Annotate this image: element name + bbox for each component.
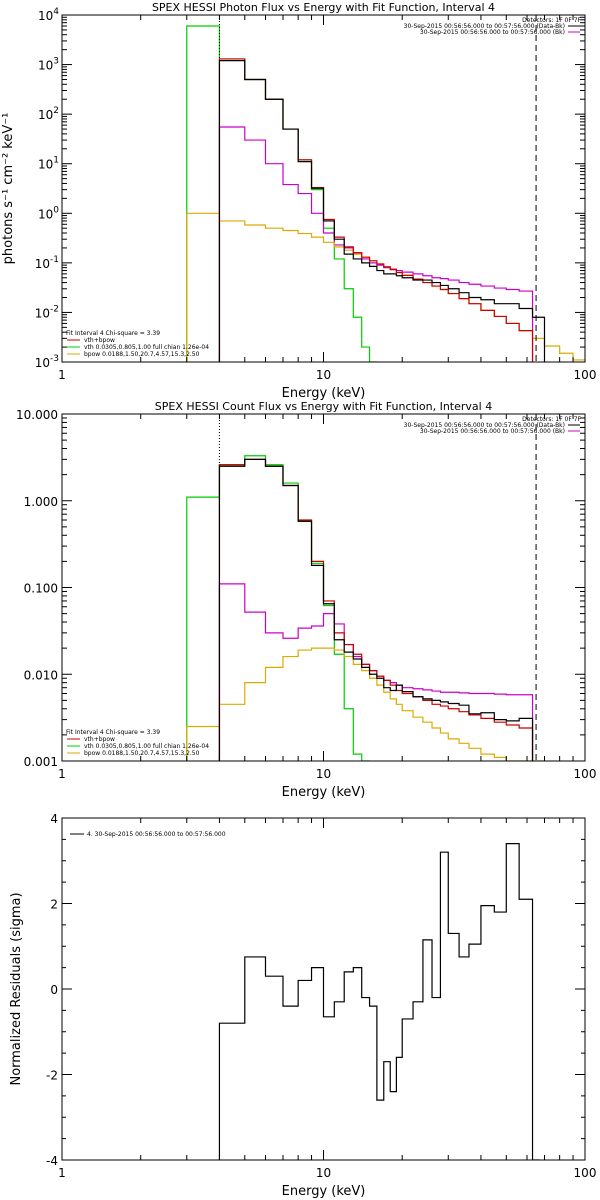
y-tick-base: 10: [38, 9, 53, 23]
series-line-3: [186, 212, 585, 362]
legend-entry: vth+bpow: [84, 736, 115, 743]
series-group: [186, 455, 545, 761]
y-tick-label: 10.000: [16, 408, 58, 422]
series-group: [186, 25, 585, 362]
legend-entry: Detectors: 1F 0F 7F: [522, 416, 581, 423]
series-line-1: [186, 25, 377, 362]
y-tick-exponent: -2: [50, 304, 59, 314]
y-tick-label: 103: [38, 57, 59, 73]
y-tick-base: 10: [35, 306, 50, 320]
series-line-2: [218, 583, 534, 761]
chart-title: SPEX HESSI Count Flux vs Energy with Fit…: [155, 400, 492, 413]
y-tick-base: 10: [38, 59, 53, 73]
x-tick-label: 100: [574, 368, 597, 382]
legend-entry: bpow 0.0188,1.50,20.7,4.57,15.3,2.50: [84, 351, 200, 358]
legend-entry: vth 0.0305,0.805,1.00 full chian 1.26e-0…: [84, 743, 209, 750]
y-tick-label: 101: [38, 156, 59, 172]
y-tick-label: 0.001: [24, 755, 58, 769]
x-tick-label: 10: [316, 767, 331, 781]
series-line-5: [218, 458, 534, 761]
y-tick-base: 10: [38, 158, 53, 172]
y-tick-label: 0: [50, 983, 58, 997]
legend-entry: vth+bpow: [84, 337, 115, 344]
y-tick-exponent: -1: [50, 255, 59, 265]
x-tick-label: 10: [316, 368, 331, 382]
x-tick-label: 100: [574, 767, 597, 781]
y-tick-exponent: 2: [53, 106, 59, 116]
legend-entry: 4. 30-Sep-2015 00:56:56.000 to 00:57:56.…: [87, 831, 226, 838]
x-axis-label: Energy (keV): [282, 386, 366, 401]
legend-entry: Fit Interval 4 Chi-square = 3.39: [66, 330, 160, 337]
legend-entry: 30-Sep-2015 00:56:56.000 to 00:57:56.000…: [404, 422, 565, 429]
x-axis-label: Energy (keV): [282, 785, 366, 800]
chart-title: SPEX HESSI Photon Flux vs Energy with Fi…: [152, 1, 495, 14]
x-tick-label: 1: [58, 1166, 66, 1180]
y-tick-exponent: 1: [53, 156, 59, 166]
y-tick-label: 10-1: [35, 255, 59, 271]
y-tick-label: 100: [38, 205, 59, 221]
legend-entry: Detectors: 1F 0F 7F: [522, 17, 581, 24]
y-tick-label: 10-2: [35, 304, 59, 320]
y-tick-base: 10: [35, 356, 50, 370]
y-tick-label: -4: [46, 1154, 58, 1168]
y-tick-base: 10: [38, 207, 53, 221]
y-tick-label: 104: [38, 7, 59, 23]
x-tick-label: 10: [316, 1166, 331, 1180]
series-line-3: [186, 647, 545, 761]
series-line-2: [218, 126, 534, 362]
chart-panel-3: 1 10 100 Energy (keV) -4 -2 0 2 4 Normalized Resi…: [9, 812, 596, 1199]
chart-panel-2: SPEX HESSI Count Flux vs Energy with Fit…: [16, 400, 596, 800]
series-line-4: [218, 58, 534, 362]
x-tick-label: 100: [574, 1166, 597, 1180]
series-line-4: [218, 458, 534, 761]
y-tick-label: 10-3: [35, 354, 59, 370]
legend-entry: 30-Sep-2015 00:56:56.000 to 00:57:56.000…: [420, 428, 565, 435]
legend-entry: bpow 0.0188,1.50,20.7,4.57,15.3,2.50: [84, 750, 200, 757]
y-tick-exponent: -3: [50, 354, 59, 364]
y-tick-base: 10: [35, 257, 50, 271]
series-line-1: [186, 455, 370, 761]
y-tick-label: 0.100: [24, 582, 58, 596]
legend-entry: 30-Sep-2015 00:56:56.000 to 00:57:56.000…: [420, 29, 565, 36]
chart-panel-1: SPEX HESSI Photon Flux vs Energy with Fi…: [1, 1, 596, 401]
y-tick-exponent: 4: [53, 7, 59, 17]
series-line-5: [218, 60, 546, 362]
x-axis-label: Energy (keV): [282, 1184, 366, 1199]
x-tick-label: 1: [58, 767, 66, 781]
y-tick-label: 2: [50, 898, 58, 912]
y-tick-label: -2: [46, 1069, 58, 1083]
series-line-1: [218, 843, 540, 1160]
legend-entry: vth 0.0305,0.805,1.00 full chian 1.26e-0…: [84, 344, 209, 351]
y-tick-label: 1.000: [24, 495, 58, 509]
y-axis-label: Normalized Residuals (sigma): [9, 892, 24, 1085]
y-tick-label: 102: [38, 106, 59, 122]
y-tick-label: 4: [50, 812, 58, 826]
legend-entry: 30-Sep-2015 00:56:56.000 to 00:57:56.000…: [404, 23, 565, 30]
series-group: [218, 843, 540, 1160]
y-tick-label: 0.010: [24, 668, 58, 682]
y-tick-exponent: 0: [53, 205, 59, 215]
x-tick-label: 1: [58, 368, 66, 382]
y-tick-exponent: 3: [53, 57, 59, 67]
legend-entry: Fit Interval 4 Chi-square = 3.39: [66, 729, 160, 736]
y-axis-label: photons s⁻¹ cm⁻² keV⁻¹: [1, 113, 16, 265]
y-tick-base: 10: [38, 108, 53, 122]
